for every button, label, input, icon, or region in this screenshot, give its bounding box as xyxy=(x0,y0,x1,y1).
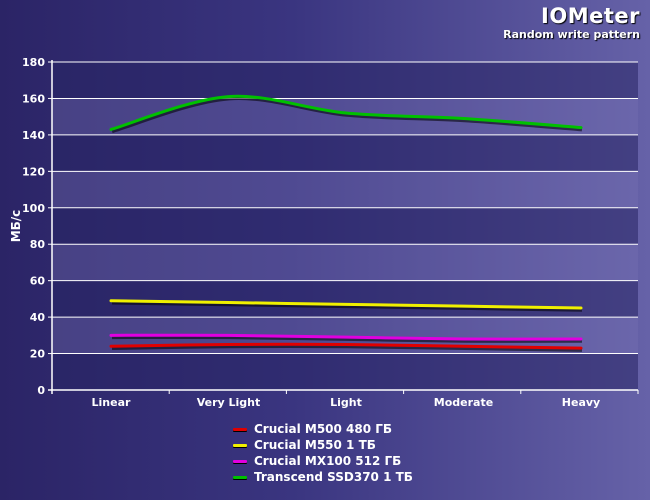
legend-label: Transcend SSD370 1 ТБ xyxy=(254,470,413,484)
plot-band xyxy=(52,171,638,208)
y-axis-label: МБ/с xyxy=(9,210,23,243)
x-tick-labels: Linear Very Light Light Moderate Heavy xyxy=(92,396,601,409)
legend: Crucial M500 480 ГБ Crucial M550 1 ТБ Cruc… xyxy=(233,421,413,485)
y-tick-label: 160 xyxy=(22,92,45,105)
y-tick-label: 60 xyxy=(30,275,46,288)
y-tick-label: 40 xyxy=(30,311,46,324)
legend-label: Crucial M550 1 ТБ xyxy=(254,438,376,452)
y-tick-label: 140 xyxy=(22,129,45,142)
legend-item: Crucial M550 1 ТБ xyxy=(233,437,413,453)
plot-band xyxy=(52,134,638,172)
plot-band xyxy=(52,244,638,281)
y-tick-label: 80 xyxy=(30,238,46,251)
legend-label: Crucial M500 480 ГБ xyxy=(254,422,393,436)
legend-item: Crucial MX100 512 ГБ xyxy=(233,453,413,469)
legend-swatch xyxy=(233,475,247,479)
axes xyxy=(48,60,639,394)
plot-band xyxy=(52,280,638,318)
chart-title: IOMeter xyxy=(541,4,640,28)
chart-subtitle: Random write pattern xyxy=(503,28,640,41)
gridlines xyxy=(52,61,638,355)
y-tick-label: 0 xyxy=(37,384,45,397)
legend-swatch xyxy=(233,459,247,463)
plot-band xyxy=(52,353,638,390)
legend-swatch xyxy=(233,427,247,431)
y-tick-label: 120 xyxy=(22,165,45,178)
x-tick-label: Very Light xyxy=(197,396,261,409)
x-tick-label: Moderate xyxy=(434,396,493,409)
legend-item: Crucial M500 480 ГБ xyxy=(233,421,413,437)
y-tick-label: 180 xyxy=(22,56,45,69)
y-tick-label: 20 xyxy=(30,348,46,361)
x-tick-label: Linear xyxy=(92,396,131,409)
y-tick-label: 100 xyxy=(22,202,45,215)
x-tick-label: Heavy xyxy=(562,396,600,409)
plot-band xyxy=(52,98,638,135)
series-lines xyxy=(109,94,583,352)
legend-label: Crucial MX100 512 ГБ xyxy=(254,454,402,468)
y-tick-labels: 0 20 40 60 80 100 120 140 160 180 xyxy=(22,56,45,397)
plot-band xyxy=(52,207,638,245)
legend-item: Transcend SSD370 1 ТБ xyxy=(233,469,413,485)
x-tick-label: Light xyxy=(330,396,362,409)
plot-band xyxy=(52,62,638,99)
legend-swatch xyxy=(233,443,247,447)
